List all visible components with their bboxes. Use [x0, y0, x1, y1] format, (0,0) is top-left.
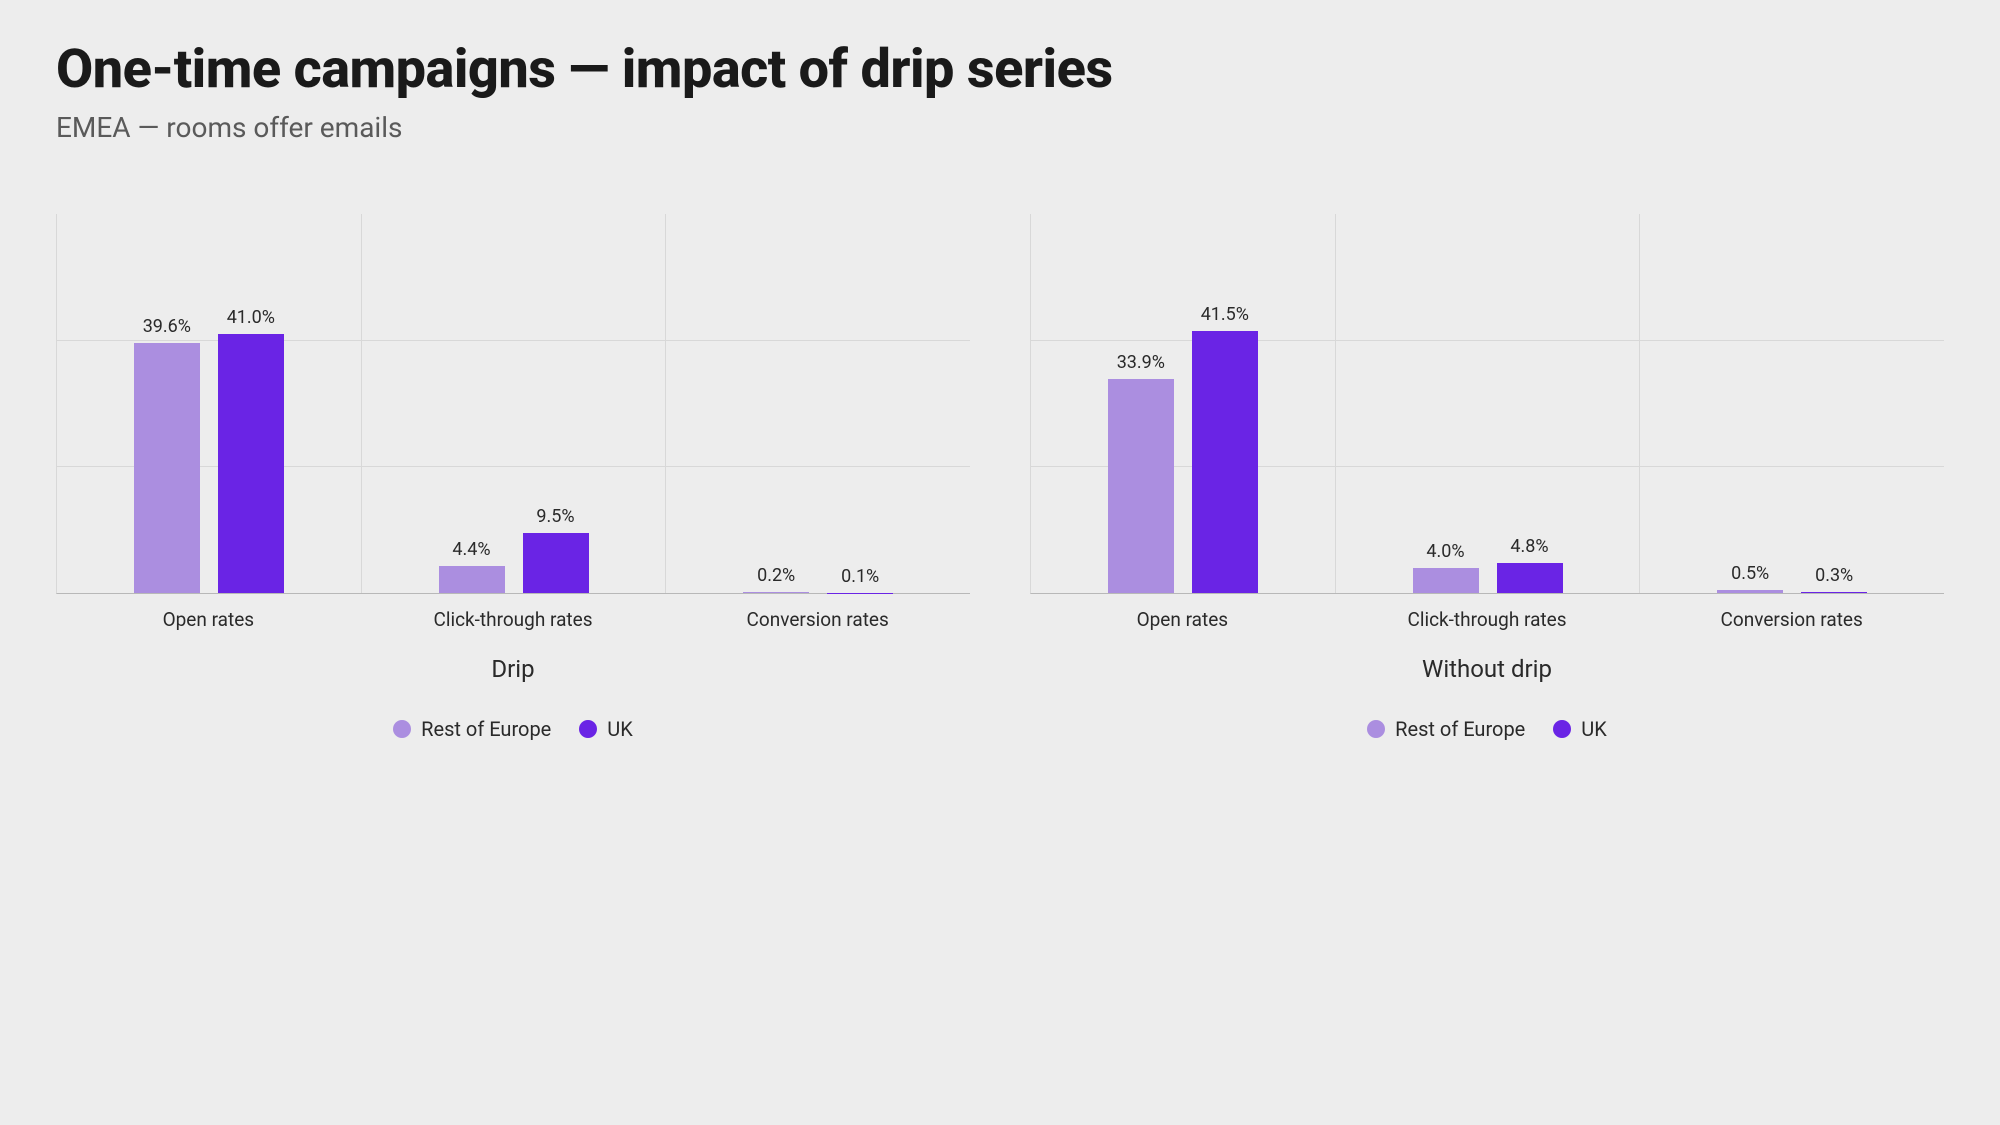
chart-panel: 33.9% 41.5% 4.0% 4.8% 0.5% 0.3% Open ratesClic… — [1030, 214, 1944, 741]
bar-rect — [218, 334, 284, 594]
legend-label: Rest of Europe — [1395, 717, 1525, 741]
chart-panel: 39.6% 41.0% 4.4% 9.5% 0.2% 0.1% Open ratesClic… — [56, 214, 970, 741]
bar: 0.1% — [827, 566, 893, 594]
plot-area: 33.9% 41.5% 4.0% 4.8% 0.5% 0.3% — [1030, 214, 1944, 594]
panel-title: Without drip — [1030, 655, 1944, 683]
bar-value-label: 9.5% — [536, 506, 574, 527]
legend-swatch-icon — [1553, 720, 1571, 738]
page-subtitle: EMEA — rooms offer emails — [56, 111, 1944, 144]
bar-value-label: 4.0% — [1426, 541, 1464, 562]
bar: 39.6% — [134, 316, 200, 594]
bar-rect — [1108, 379, 1174, 594]
legend-swatch-icon — [393, 720, 411, 738]
x-axis-label: Open rates — [56, 608, 361, 631]
legend-label: UK — [1581, 717, 1607, 741]
bar: 41.5% — [1192, 304, 1258, 594]
panel-title: Drip — [56, 655, 970, 683]
bar-rect — [134, 343, 200, 594]
legend-label: UK — [607, 717, 633, 741]
charts-row: 39.6%41.0%4.4%9.5%0.2%0.1%Open ratesClic… — [56, 214, 1944, 741]
bar-value-label: 0.3% — [1815, 565, 1853, 586]
bar: 4.0% — [1413, 541, 1479, 593]
bar-rect — [1413, 568, 1479, 593]
bar-group: 4.4% 9.5% — [362, 214, 667, 593]
bar-value-label: 4.4% — [452, 539, 490, 560]
legend-item: UK — [1553, 717, 1607, 741]
legend: Rest of Europe UK — [56, 717, 970, 741]
bar: 4.8% — [1497, 536, 1563, 593]
bar: 0.2% — [743, 565, 809, 593]
bar-rect — [1801, 592, 1867, 594]
bar-value-label: 41.5% — [1201, 304, 1249, 325]
bar: 0.5% — [1717, 563, 1783, 593]
bar-rect — [827, 593, 893, 594]
bar: 33.9% — [1108, 352, 1174, 594]
bar-rect — [743, 592, 809, 593]
bar: 41.0% — [218, 307, 284, 594]
bar-group: 4.0% 4.8% — [1336, 214, 1641, 593]
legend-item: Rest of Europe — [1367, 717, 1525, 741]
plot-area: 39.6% 41.0% 4.4% 9.5% 0.2% 0.1% — [56, 214, 970, 594]
x-axis-label: Conversion rates — [1639, 608, 1944, 631]
bar-value-label: 4.8% — [1510, 536, 1548, 557]
bar-value-label: 33.9% — [1117, 352, 1165, 373]
legend-item: Rest of Europe — [393, 717, 551, 741]
bar-group: 39.6% 41.0% — [57, 214, 362, 593]
bar-value-label: 0.1% — [841, 566, 879, 587]
x-axis-label: Open rates — [1030, 608, 1335, 631]
bar-rect — [1497, 563, 1563, 593]
x-axis-label: Click-through rates — [1335, 608, 1640, 631]
bar: 9.5% — [523, 506, 589, 593]
legend-swatch-icon — [579, 720, 597, 738]
bar-value-label: 0.2% — [757, 565, 795, 586]
x-axis-label: Conversion rates — [665, 608, 970, 631]
legend-label: Rest of Europe — [421, 717, 551, 741]
page-title: One-time campaigns — impact of drip seri… — [56, 40, 1944, 99]
bar-rect — [439, 566, 505, 594]
legend: Rest of Europe UK — [1030, 717, 1944, 741]
bar-value-label: 41.0% — [227, 307, 275, 328]
legend-swatch-icon — [1367, 720, 1385, 738]
bar-group: 0.2% 0.1% — [666, 214, 970, 593]
bar-group: 0.5% 0.3% — [1640, 214, 1944, 593]
bar-group: 33.9% 41.5% — [1031, 214, 1336, 593]
bar-value-label: 39.6% — [143, 316, 191, 337]
bar: 4.4% — [439, 539, 505, 594]
bar-rect — [1192, 331, 1258, 594]
bar-value-label: 0.5% — [1731, 563, 1769, 584]
x-axis-label: Click-through rates — [361, 608, 666, 631]
bar-rect — [1717, 590, 1783, 593]
bar: 0.3% — [1801, 565, 1867, 594]
legend-item: UK — [579, 717, 633, 741]
bar-rect — [523, 533, 589, 593]
